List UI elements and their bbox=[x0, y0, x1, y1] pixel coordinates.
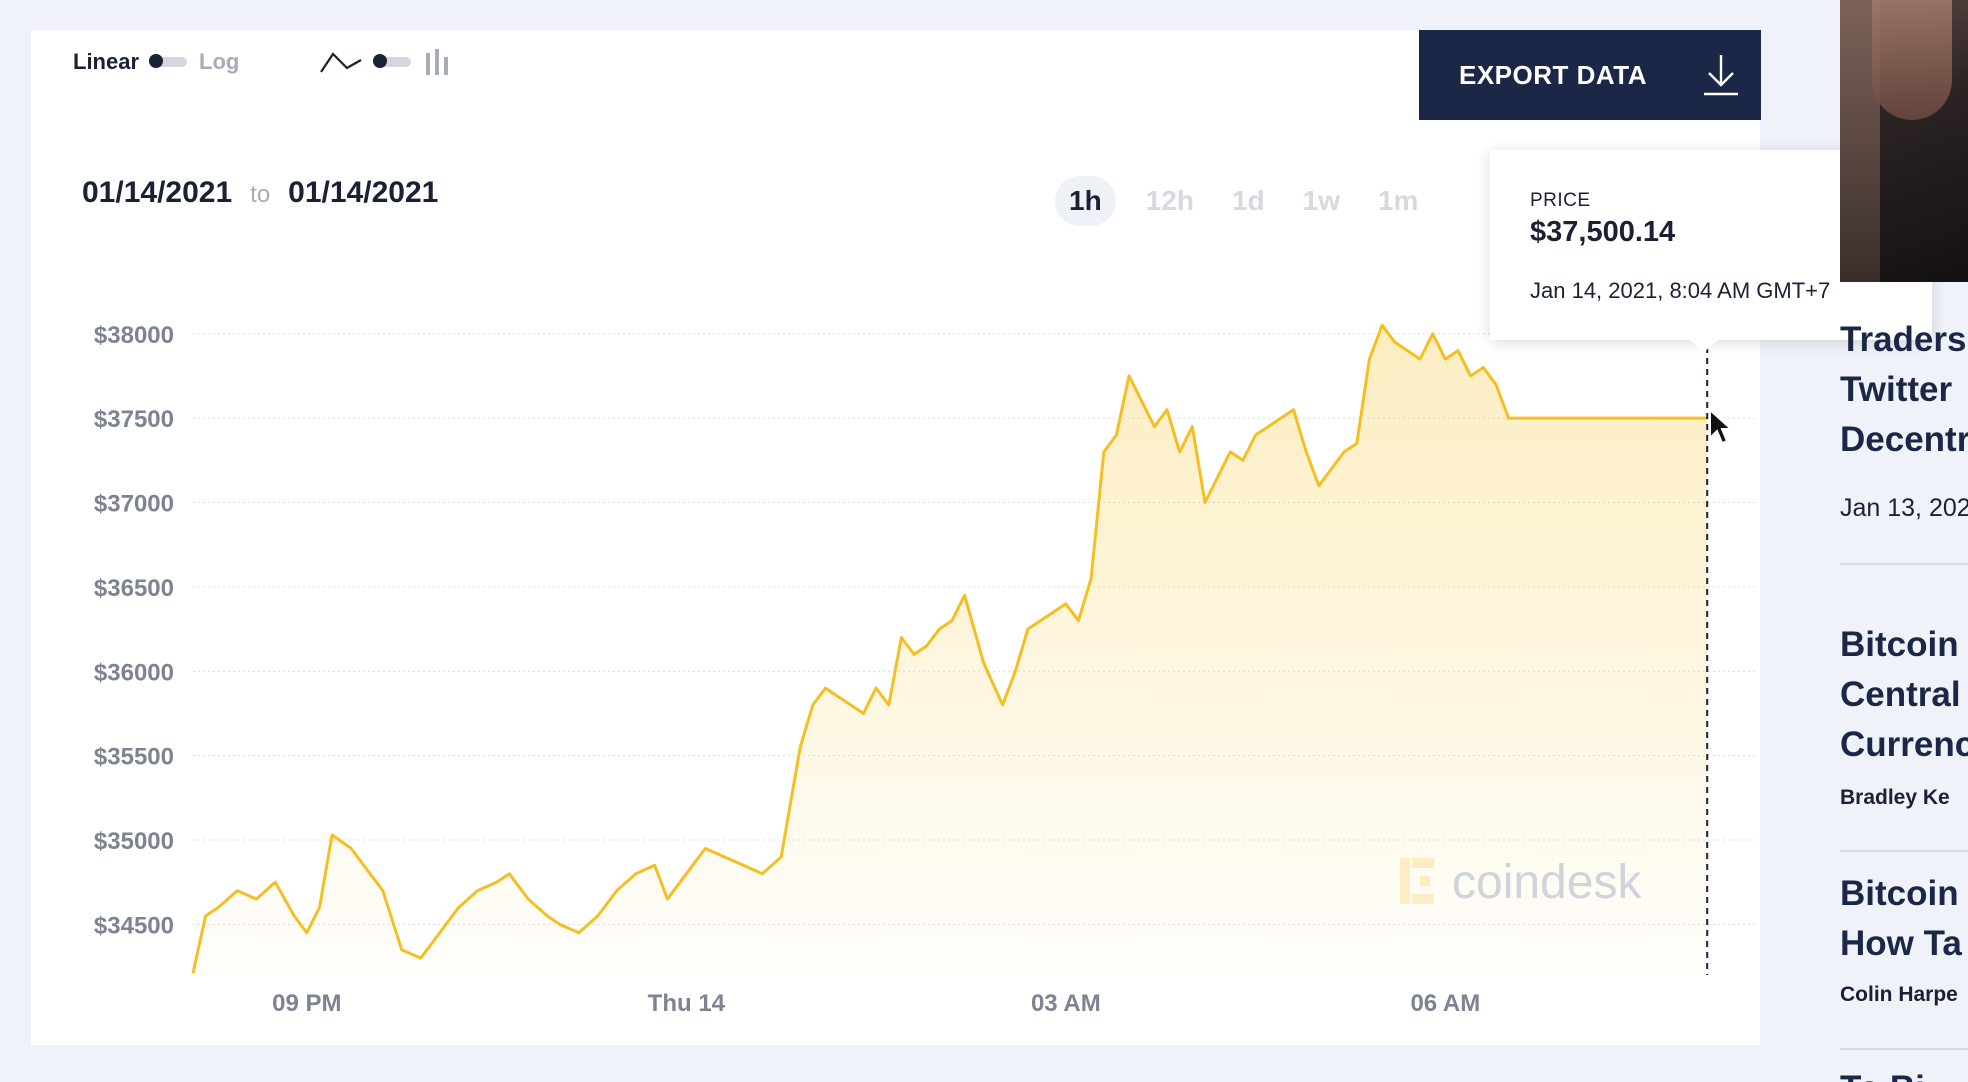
scale-toggle[interactable] bbox=[149, 54, 188, 68]
chart-controls: Linear Log bbox=[73, 42, 453, 82]
story3-author[interactable]: Colin Harpe bbox=[1840, 983, 1958, 1006]
tooltip-time: Jan 14, 2021, 8:04 AM GMT+7 bbox=[1530, 278, 1831, 303]
coindesk-watermark: coindesk bbox=[1400, 856, 1642, 909]
date-range-separator: to bbox=[250, 181, 271, 208]
x-tick-label: 03 AM bbox=[1031, 990, 1101, 1017]
story1-headline-line3[interactable]: Decentr bbox=[1840, 420, 1968, 459]
mouse-pointer-icon bbox=[1709, 408, 1734, 445]
scale-linear-label[interactable]: Linear bbox=[73, 49, 140, 74]
y-tick-label: $37500 bbox=[94, 406, 174, 433]
x-tick-label: Thu 14 bbox=[648, 990, 726, 1017]
story2-author[interactable]: Bradley Ke bbox=[1840, 786, 1950, 809]
tab-1d[interactable]: 1d bbox=[1231, 185, 1265, 216]
y-tick-label: $35500 bbox=[94, 744, 174, 771]
watermark-text: coindesk bbox=[1452, 856, 1642, 909]
x-tick-label: 09 PM bbox=[272, 990, 341, 1017]
date-range: 01/14/2021 to 01/14/2021 bbox=[82, 176, 438, 210]
date-from[interactable]: 01/14/2021 bbox=[82, 176, 233, 209]
export-data-label: EXPORT DATA bbox=[1459, 59, 1647, 90]
chart-type-toggle-knob bbox=[373, 54, 388, 68]
y-tick-label: $36000 bbox=[94, 659, 174, 686]
story3-headline-line2[interactable]: How Ta bbox=[1840, 924, 1962, 963]
price-line bbox=[191, 323, 1708, 974]
scale-toggle-knob bbox=[149, 54, 164, 68]
export-data-button[interactable]: EXPORT DATA bbox=[1419, 30, 1761, 120]
bar-chart-icon[interactable] bbox=[423, 47, 453, 77]
tab-12h[interactable]: 12h bbox=[1145, 185, 1194, 216]
tab-1m[interactable]: 1m bbox=[1377, 185, 1419, 216]
story1-date: Jan 13, 202 bbox=[1840, 494, 1968, 522]
timeframe-tabs: 1h 12h 1d 1w 1m bbox=[1055, 176, 1456, 226]
story4-headline-line1[interactable]: To Bi bbox=[1840, 1064, 1925, 1082]
tab-1h[interactable]: 1h bbox=[1055, 176, 1116, 226]
tooltip-label: PRICE bbox=[1530, 190, 1591, 211]
tooltip-arrow bbox=[1690, 340, 1718, 352]
story-divider bbox=[1840, 850, 1968, 852]
news-sidebar: Traders Twitter Decentr Jan 13, 202 Bitc… bbox=[1840, 0, 1968, 1082]
story-divider bbox=[1840, 1048, 1968, 1050]
y-tick-label: $36500 bbox=[94, 575, 174, 602]
price-area-fill bbox=[193, 325, 1708, 975]
y-tick-label: $38000 bbox=[94, 322, 174, 349]
story1-headline-line2[interactable]: Twitter bbox=[1840, 370, 1953, 409]
chart-type-toggle[interactable] bbox=[373, 54, 412, 68]
story-thumbnail[interactable] bbox=[1840, 0, 1968, 282]
download-icon bbox=[1704, 55, 1738, 96]
x-tick-label: 06 AM bbox=[1410, 990, 1480, 1017]
y-tick-label: $37000 bbox=[94, 491, 174, 518]
date-to[interactable]: 01/14/2021 bbox=[288, 176, 439, 209]
scale-log-label[interactable]: Log bbox=[199, 49, 240, 74]
story3-headline-line1[interactable]: Bitcoin bbox=[1840, 874, 1959, 913]
thumbnail-face bbox=[1872, 0, 1952, 120]
y-tick-label: $35000 bbox=[94, 828, 174, 855]
story2-headline-line2[interactable]: Central bbox=[1840, 675, 1961, 714]
tab-1w[interactable]: 1w bbox=[1302, 185, 1340, 216]
tooltip-price: $37,500.14 bbox=[1530, 216, 1676, 248]
line-chart-icon[interactable] bbox=[319, 48, 363, 76]
story2-headline-line1[interactable]: Bitcoin bbox=[1840, 625, 1959, 664]
y-tick-label: $34500 bbox=[94, 912, 174, 939]
story2-headline-line3[interactable]: Currenc bbox=[1840, 725, 1968, 764]
story-divider bbox=[1840, 563, 1968, 565]
story1-headline-line1[interactable]: Traders bbox=[1840, 320, 1967, 359]
